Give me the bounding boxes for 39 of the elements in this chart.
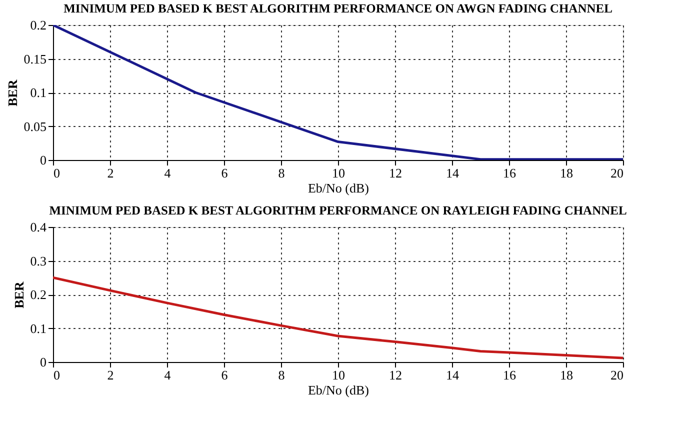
x-tick-label: 20 xyxy=(610,368,624,382)
x-tick-label: 10 xyxy=(332,368,345,382)
x-tick-label: 14 xyxy=(446,166,460,180)
y-tick-label: 0 xyxy=(40,354,46,370)
y-tick-label: 0.2 xyxy=(30,18,46,32)
x-tick-label: 18 xyxy=(560,166,573,180)
y-axis-title: BER xyxy=(11,281,26,308)
x-tick-label: 20 xyxy=(610,166,624,180)
y-tick-label: 0 xyxy=(40,152,46,168)
line-series xyxy=(53,276,623,360)
x-tick-label: 16 xyxy=(503,368,516,382)
y-tick-label: 0.1 xyxy=(30,85,46,100)
x-tick-label: 2 xyxy=(107,166,114,180)
x-tick-label: 2 xyxy=(107,368,114,382)
y-tick-label: 0.1 xyxy=(30,320,46,336)
y-tick-label: 0.05 xyxy=(24,118,46,134)
y-tick-label: 0.4 xyxy=(30,220,47,234)
x-tick-label: 10 xyxy=(332,166,345,180)
x-tick-label: 0 xyxy=(54,368,60,382)
x-tick-label: 0 xyxy=(54,166,60,180)
x-tick-label: 18 xyxy=(560,368,573,382)
chart-title: MINIMUM PED BASED K BEST ALGORITHM PERFORMANCE ON RAYLEIGH FADING CHANNEL xyxy=(49,204,627,218)
x-tick-label: 4 xyxy=(164,166,172,180)
y-tick-label: 0.3 xyxy=(30,253,46,268)
y-tick-label: 0.15 xyxy=(24,51,46,66)
x-tick-label: 12 xyxy=(389,166,402,180)
y-axis-title: BER xyxy=(4,79,20,106)
x-tick-label: 8 xyxy=(278,166,285,180)
x-tick-label: 14 xyxy=(446,368,460,382)
x-tick-label: 6 xyxy=(221,166,228,180)
x-axis-title: Eb/No (dB) xyxy=(308,382,370,398)
x-tick-label: 12 xyxy=(389,368,402,382)
x-tick-label: 4 xyxy=(164,368,172,382)
x-axis-title: Eb/No (dB) xyxy=(308,180,370,196)
x-tick-label: 8 xyxy=(278,368,285,382)
chart-title: MINIMUM PED BASED K BEST ALGORITHM PERFORMANCE ON AWGN FADING CHANNEL xyxy=(64,2,612,16)
y-tick-label: 0.2 xyxy=(30,287,46,302)
x-tick-label: 16 xyxy=(503,166,516,180)
x-tick-label: 6 xyxy=(221,368,228,382)
